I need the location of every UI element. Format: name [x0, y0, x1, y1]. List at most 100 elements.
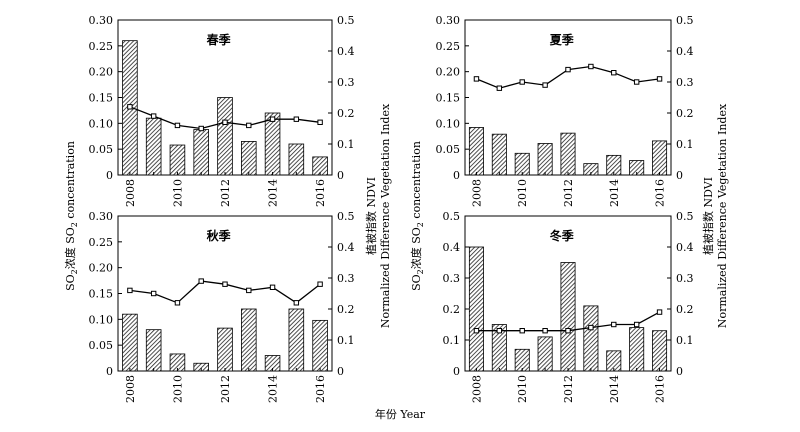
right-tick-label: 0.1 [676, 334, 694, 347]
left-tick-label: 0.25 [89, 40, 114, 53]
ndvi-point-2014 [269, 284, 276, 291]
so2-bar-2008 [468, 127, 484, 176]
right-tick-label: 0.2 [676, 303, 694, 316]
ndvi-point-2016 [656, 76, 663, 82]
so2-bar-2016 [652, 140, 668, 176]
left-tick-label: 0.3 [443, 272, 461, 285]
so2-bar-2013 [583, 305, 599, 372]
ndvi-point-2014 [611, 70, 617, 76]
right-y-axis-label-2: Normalized Difference Vegetation Index [379, 103, 392, 328]
ndvi-point-2013 [588, 324, 594, 331]
left-tick-label: 0.05 [89, 143, 114, 156]
x-tick-label: 2008 [124, 179, 137, 207]
left-tick-label: 0.10 [436, 117, 461, 130]
x-tick-label: 2016 [654, 179, 667, 207]
so2-bar-2015 [288, 143, 305, 176]
left-tick-label: 0.15 [89, 92, 114, 105]
ndvi-point-2010 [519, 79, 525, 85]
ndvi-point-2013 [588, 63, 594, 70]
left-tick-label: 0.20 [436, 66, 461, 79]
left-tick-label: 0.30 [89, 210, 114, 223]
x-tick-label: 2016 [314, 375, 327, 403]
x-tick-label: 2014 [608, 375, 621, 403]
left-tick-label: 0.2 [443, 303, 461, 316]
right-tick-label: 0 [337, 169, 344, 182]
ndvi-point-2015 [293, 116, 300, 122]
chart-panel-1: 0 0.05 0.10 0.15 0.20 0.25 0.30 0 0.1 0.2 0.3 0.4 0.… [89, 14, 355, 207]
ndvi-point-2009 [496, 328, 503, 334]
x-tick-label: 2008 [470, 375, 483, 403]
so2-bar-2009 [145, 117, 162, 176]
left-tick-label: 0.05 [89, 339, 114, 352]
x-tick-label: 2016 [654, 375, 667, 403]
chart-panel-3: 0 0.05 0.10 0.15 0.20 0.25 0.30 0 0.1 0.2 0.3 0.4 0.… [89, 210, 355, 403]
right-tick-label: 0 [676, 365, 683, 378]
panel-title: 冬季 [550, 228, 575, 243]
so2-bar-2010 [514, 348, 530, 372]
left-tick-label: 0.1 [443, 334, 461, 347]
ndvi-point-2012 [565, 66, 571, 73]
ndvi-point-2012 [565, 328, 571, 334]
x-tick-label: 2010 [171, 375, 184, 403]
ndvi-point-2016 [656, 309, 663, 315]
panel-title: 秋季 [207, 228, 232, 243]
ndvi-point-2011 [542, 82, 548, 88]
ndvi-point-2011 [198, 278, 204, 284]
left-tick-label: 0.30 [436, 14, 461, 27]
ndvi-point-2016 [317, 281, 323, 287]
ndvi-point-2013 [246, 287, 252, 294]
x-tick-label: 2012 [219, 179, 232, 207]
so2-bar-2009 [491, 133, 507, 176]
left-tick-label: 0.5 [443, 210, 461, 223]
right-tick-label: 0.3 [337, 272, 355, 285]
ndvi-point-2016 [317, 119, 323, 125]
ndvi-point-2015 [633, 79, 640, 85]
right-tick-label: 0.4 [676, 45, 694, 58]
so2-bar-2016 [652, 330, 668, 372]
right-tick-label: 0.4 [337, 45, 355, 58]
left-tick-label: 0 [106, 365, 113, 378]
panel-title: 春季 [206, 32, 232, 47]
ndvi-point-2008 [473, 328, 480, 334]
mid-y-axis-label: SO2浓度 SO2 concentration [409, 141, 425, 291]
ndvi-point-2008 [473, 76, 480, 82]
x-tick-label: 2008 [124, 375, 137, 403]
left-tick-label: 0.15 [436, 92, 461, 105]
ndvi-point-2009 [150, 290, 157, 297]
x-tick-label: 2010 [171, 179, 184, 207]
left-tick-label: 0.20 [89, 262, 114, 275]
ndvi-point-2010 [519, 328, 525, 334]
left-tick-label: 0 [453, 365, 460, 378]
panel-title: 夏季 [550, 32, 575, 47]
x-tick-label: 2012 [562, 179, 575, 207]
ndvi-point-2010 [174, 122, 181, 129]
right-tick-label: 0 [676, 169, 683, 182]
so2-bar-2012 [560, 132, 576, 176]
chart-panel-2: 0 0.05 0.10 0.15 0.20 0.25 0.30 0 0.1 0.2 0.3 0.4 0.… [436, 14, 694, 207]
so2-bar-2011 [537, 336, 553, 372]
right-tick-label: 0.1 [676, 138, 694, 151]
ndvi-point-2009 [150, 113, 157, 119]
left-tick-label: 0.05 [436, 143, 461, 156]
so2-bar-2011 [193, 129, 209, 176]
ndvi-point-2011 [198, 125, 204, 132]
right-tick-label: 0.1 [337, 138, 355, 151]
left-tick-label: 0.15 [89, 288, 114, 301]
so2-bar-2012 [560, 262, 576, 372]
chart-panel-4: 0 0.1 0.2 0.3 0.4 0.5 0 0.1 0.2 0.3 0.4 0.5 2008 2010… [443, 210, 694, 403]
x-tick-label: 2010 [516, 375, 529, 403]
right-tick-label: 0.1 [337, 334, 355, 347]
x-tick-label: 2010 [516, 179, 529, 207]
right-tick-label: 0.2 [337, 303, 355, 316]
x-tick-label: 2012 [562, 375, 575, 403]
so2-bar-2015 [629, 327, 645, 372]
right-tick-label: 0.5 [337, 210, 355, 223]
right-tick-label: 0.4 [676, 241, 694, 254]
right-tick-label: 0.3 [676, 272, 694, 285]
ndvi-point-2010 [174, 300, 181, 306]
so2-bar-2009 [145, 329, 162, 372]
x-tick-label: 2016 [314, 179, 327, 207]
so2-bar-2008 [122, 313, 138, 372]
far-right-y-axis-label-1: 植被指数 NDVI [701, 177, 715, 255]
so2-bar-2011 [537, 143, 553, 176]
